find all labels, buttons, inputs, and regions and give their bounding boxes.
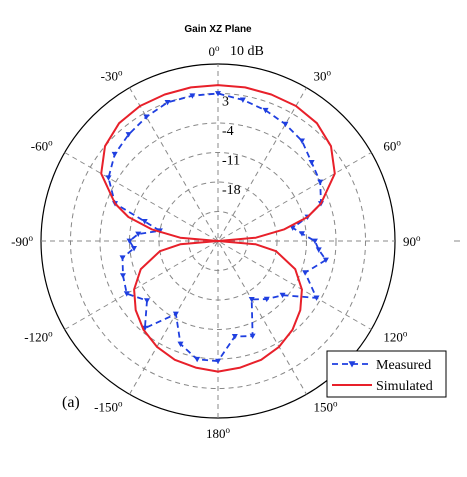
chart-title: Gain XZ Plane (184, 24, 252, 35)
marker-measured-38 (263, 296, 270, 303)
angle-label-1: 30o (314, 68, 332, 84)
marker-measured-8 (119, 255, 126, 261)
series-simulated (100, 84, 336, 373)
angle-label-degree-7: o (118, 398, 123, 408)
marker-measured-3 (172, 311, 179, 317)
marker-measured-20 (189, 93, 196, 99)
legend-label-simulated: Simulated (376, 379, 433, 394)
legend-marker-measured (348, 361, 356, 368)
marker-measured-16 (111, 151, 118, 158)
marker-measured-0 (215, 358, 221, 365)
r-tick-label-1: -4 (222, 124, 234, 139)
angle-label-9: -90o (11, 233, 33, 249)
legend-box (326, 350, 447, 398)
angle-label-degree-2: o (396, 138, 401, 148)
marker-measured-39 (248, 296, 255, 303)
marker-measured-23 (262, 107, 269, 114)
angle-label-11: -30o (101, 68, 123, 84)
angle-label-degree-11: o (118, 68, 123, 78)
series-line-simulated (100, 84, 336, 373)
angle-label-degree-6: o (226, 425, 231, 435)
marker-measured-25 (298, 138, 305, 144)
r-tick-label-3: -18 (222, 183, 241, 198)
angle-label-4: 120o (383, 329, 408, 345)
angle-label-degree-4: o (403, 329, 408, 339)
marker-measured-27 (317, 179, 324, 185)
marker-measured-7 (119, 273, 126, 279)
spoke-60 (64, 152, 372, 330)
panel-label: (a) (62, 394, 80, 411)
angle-label-0: 0o (209, 43, 221, 59)
angle-label-degree-1: o (327, 68, 332, 78)
angle-label-degree-8: o (48, 329, 53, 339)
marker-measured-18 (143, 114, 150, 120)
marker-measured-21 (215, 91, 221, 97)
angle-label-10: -60o (31, 138, 53, 154)
angle-label-6: 180o (206, 425, 231, 441)
marker-measured-15 (105, 175, 112, 181)
marker-measured-40 (249, 333, 256, 340)
legend: Measured Simulated (326, 350, 447, 398)
marker-measured-1 (194, 356, 201, 363)
r-tick-label-0: 3 (222, 95, 229, 110)
marker-measured-24 (282, 121, 289, 128)
marker-measured-2 (177, 341, 184, 347)
marker-measured-26 (308, 160, 315, 166)
marker-measured-9 (131, 245, 138, 252)
angle-label-8: -120o (24, 329, 53, 345)
marker-measured-32 (311, 238, 318, 244)
marker-measured-11 (135, 231, 142, 238)
angle-label-3: 90o (403, 233, 421, 249)
marker-measured-10 (126, 238, 133, 244)
radial-unit-label: 10 dB (230, 44, 264, 59)
marker-measured-5 (143, 298, 150, 304)
legend-label-measured: Measured (376, 358, 431, 373)
angle-label-5: 150o (314, 398, 339, 414)
radial-tick-labels: 3 -4 -11 -18 (222, 95, 241, 199)
angle-label-degree-10: o (48, 138, 53, 148)
marker-measured-6 (123, 291, 130, 297)
marker-measured-35 (302, 270, 309, 276)
marker-measured-34 (322, 257, 329, 264)
spoke-150 (129, 87, 307, 395)
angle-label-degree-3: o (416, 233, 421, 243)
marker-measured-22 (239, 97, 246, 103)
angle-label-7: -150o (94, 398, 123, 414)
marker-measured-36 (313, 295, 320, 301)
angle-label-2: 60o (383, 138, 401, 154)
spoke-30 (129, 87, 307, 395)
legend-items: Measured Simulated (332, 358, 433, 394)
marker-measured-41 (231, 334, 238, 340)
angle-label-degree-0: o (215, 43, 220, 53)
r-tick-label-2: -11 (222, 154, 240, 169)
marker-measured-31 (298, 231, 305, 237)
marker-measured-37 (279, 292, 286, 299)
marker-measured-13 (141, 218, 148, 225)
spoke-120 (64, 152, 372, 330)
marker-measured-33 (315, 247, 322, 253)
series-layer (100, 84, 336, 373)
angle-label-degree-5: o (333, 398, 338, 408)
angle-label-degree-9: o (29, 233, 34, 243)
marker-measured-19 (164, 99, 171, 106)
marker-measured-17 (125, 132, 132, 138)
